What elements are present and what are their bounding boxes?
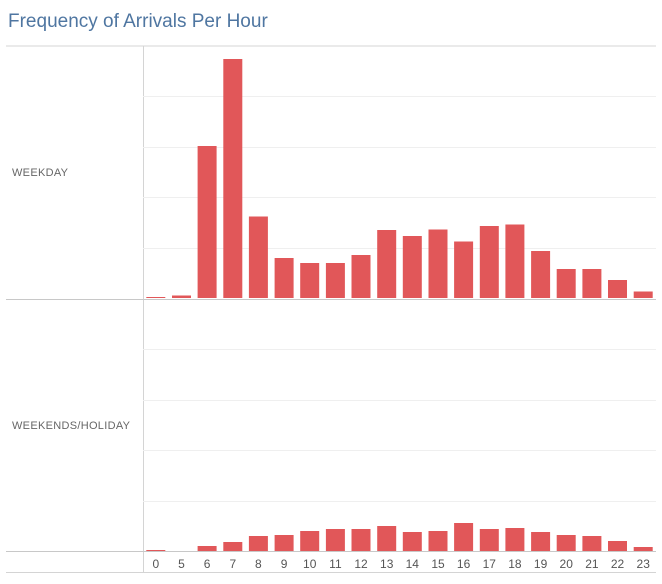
bar-weekday-hour-16 [454,241,474,298]
bar-weekend-hour-12 [351,529,371,551]
x-tick-label-15: 15 [431,557,445,571]
bar-weekday-hour-14 [402,236,422,298]
x-tick-label-10: 10 [303,557,317,571]
bar-weekday-hour-21 [582,269,602,298]
x-tick-label-16: 16 [457,557,471,571]
bar-weekday-hour-12 [351,255,371,298]
row-label-weekday: WEEKDAY [12,167,69,179]
bar-weekday-hour-8 [248,216,268,298]
bar-weekday-hour-19 [531,251,551,298]
x-tick-label-18: 18 [508,557,522,571]
bar-weekend-hour-9 [274,535,294,551]
bar-weekend-hour-8 [248,536,268,551]
bar-weekday-hour-10 [300,263,320,298]
x-tick-label-14: 14 [406,557,420,571]
bar-weekend-hour-20 [556,535,576,551]
bar-weekday-hour-0 [146,297,166,298]
bar-weekend-hour-17 [479,529,499,551]
x-tick-label-7: 7 [229,557,236,571]
bar-weekday-hour-9 [274,258,294,298]
bar-weekday-hour-18 [505,224,525,298]
bar-weekday-hour-11 [325,263,345,298]
bar-weekday-hour-20 [556,269,576,298]
x-tick-label-6: 6 [204,557,211,571]
bar-weekend-hour-10 [300,531,320,551]
row-label-weekends-holiday: WEEKENDS/HOLIDAY [12,420,131,432]
x-tick-label-22: 22 [611,557,625,571]
bar-weekday-hour-5 [172,295,191,298]
x-tick-label-12: 12 [354,557,368,571]
bar-weekend-hour-6 [197,546,217,551]
x-tick-label-23: 23 [637,557,651,571]
bar-weekday-hour-22 [608,280,627,298]
bar-weekend-hour-16 [454,523,474,551]
x-tick-label-20: 20 [560,557,574,571]
x-tick-label-21: 21 [585,557,599,571]
bar-weekday-hour-15 [428,229,448,298]
bar-weekday-hour-17 [479,226,499,298]
bar-weekend-hour-18 [505,528,525,551]
bar-weekend-hour-0 [146,550,166,551]
x-axis-ticks: 0 5 6 7 8 9 10 11 12 13 14 15 16 17 18 19 20 21 22 23 [152,557,650,571]
bar-weekend-hour-23 [633,547,653,551]
bar-weekend-hour-7 [223,542,243,551]
x-tick-label-19: 19 [534,557,548,571]
bar-weekend-hour-22 [608,541,627,551]
bar-weekday-hour-13 [377,230,397,298]
x-tick-label-17: 17 [483,557,497,571]
bar-weekend-hour-21 [582,536,602,551]
row-labels: WEEKDAY WEEKENDS/HOLIDAY [12,167,131,432]
chart-title: Frequency of Arrivals Per Hour [8,11,268,32]
bar-weekday-hour-6 [197,146,217,298]
chart-frame [6,45,656,573]
x-tick-label-9: 9 [281,557,288,571]
x-tick-label-13: 13 [380,557,394,571]
x-tick-label-5: 5 [178,557,185,571]
x-tick-label-8: 8 [255,557,262,571]
bars [146,59,653,551]
bar-weekend-hour-15 [428,531,448,551]
bar-weekend-hour-14 [402,532,422,551]
bar-weekday-hour-23 [633,291,653,298]
bar-weekend-hour-11 [325,529,345,551]
x-tick-label-0: 0 [152,557,159,571]
bar-weekend-hour-13 [377,526,397,551]
bar-weekday-hour-7 [223,59,243,298]
x-tick-label-11: 11 [329,557,342,571]
bar-weekend-hour-19 [531,532,551,551]
